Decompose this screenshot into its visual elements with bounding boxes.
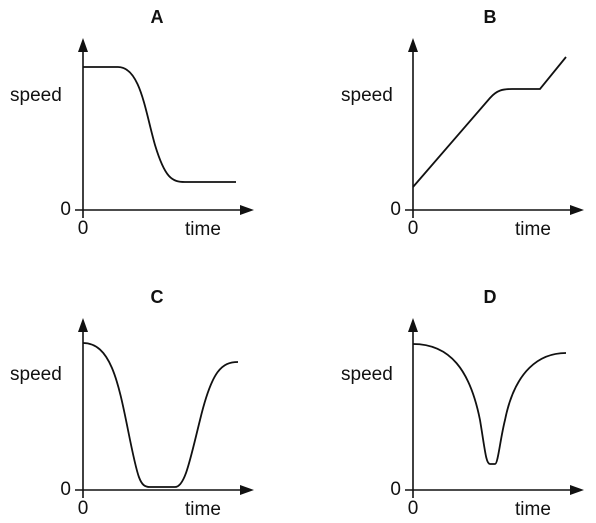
y-label: speed (10, 85, 62, 106)
x-label: time (515, 219, 551, 240)
x-origin: 0 (408, 498, 419, 519)
y-label: speed (341, 85, 393, 106)
x-label: time (185, 219, 221, 240)
x-origin: 0 (78, 498, 89, 519)
x-label: time (185, 499, 221, 520)
y-label: speed (10, 364, 62, 385)
panel: B speed 0 0 time (341, 7, 584, 240)
y-origin: 0 (390, 479, 401, 500)
arrow-head (408, 318, 418, 332)
arrow-head (78, 38, 88, 52)
x-label: time (515, 499, 551, 520)
panel-title: C (151, 287, 164, 307)
curve (83, 66, 236, 183)
panel-title: D (484, 287, 497, 307)
arrow-head (240, 485, 254, 495)
arrow-head (240, 205, 254, 215)
arrow-head (408, 38, 418, 52)
arrow-head (78, 318, 88, 332)
x-origin: 0 (78, 218, 89, 239)
panel: A speed 0 0 time (10, 7, 254, 240)
y-label: speed (341, 364, 393, 385)
panel-title: A (151, 7, 164, 27)
y-origin: 0 (60, 199, 71, 220)
y-origin: 0 (60, 479, 71, 500)
y-origin: 0 (390, 199, 401, 220)
panel-title: B (484, 7, 497, 27)
arrow-head (570, 485, 584, 495)
curve (82, 342, 239, 488)
panel: C speed 0 0 time (10, 287, 254, 520)
panel: D speed 0 0 time (341, 287, 584, 520)
arrow-head (570, 205, 584, 215)
curve (412, 343, 567, 465)
curve (412, 56, 567, 188)
x-origin: 0 (408, 218, 419, 239)
